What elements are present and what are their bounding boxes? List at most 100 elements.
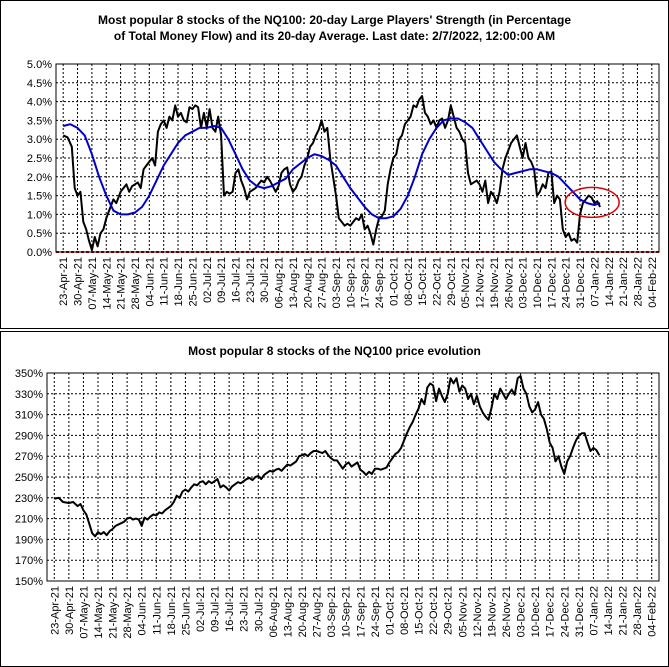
x-tick-label: 23-Jul-21 xyxy=(239,586,251,632)
x-tick-label: 25-Jun-21 xyxy=(187,257,199,307)
x-tick-label: 09-Jul-21 xyxy=(216,257,228,303)
x-tick-label: 05-Nov-21 xyxy=(460,257,472,308)
x-tick-label: 21-May-21 xyxy=(116,257,128,310)
y-tick-label: 2.0% xyxy=(27,172,52,184)
x-tick-label: 27-Aug-21 xyxy=(312,586,324,637)
x-tick-label: 22-Oct-21 xyxy=(428,586,440,635)
x-tick-label: 09-Jul-21 xyxy=(210,586,222,632)
y-tick-label: 4.0% xyxy=(27,97,52,109)
x-tick-label: 16-Jul-21 xyxy=(230,257,242,303)
x-tick-label: 16-Jul-21 xyxy=(224,586,236,632)
x-tick-label: 28-Jan-22 xyxy=(632,257,644,307)
x-tick-label: 11-Jun-21 xyxy=(151,586,163,635)
x-tick-label: 06-Aug-21 xyxy=(274,257,286,308)
plot-border xyxy=(46,372,660,582)
x-tick-label: 15-Oct-21 xyxy=(417,257,429,306)
x-tick-label: 05-Nov-21 xyxy=(457,586,469,637)
x-tick-label: 10-Dec-21 xyxy=(530,586,542,637)
x-tick-label: 17-Dec-21 xyxy=(546,257,558,308)
x-tick-label: 24-Dec-21 xyxy=(561,257,573,308)
y-tick-label: 350% xyxy=(15,368,43,380)
highlight-circle xyxy=(564,186,620,219)
x-tick-label: 01-Oct-21 xyxy=(388,257,400,306)
chart-panel-strength: Most popular 8 stocks of the NQ100: 20-d… xyxy=(0,0,669,329)
chart-title-line-2: of Total Money Flow) and its 20-day Aver… xyxy=(113,29,556,43)
x-tick-label: 28-May-21 xyxy=(122,586,134,639)
x-tick-label: 04-Jun-21 xyxy=(144,257,156,307)
x-tick-label: 01-Oct-21 xyxy=(384,586,396,635)
series-line-primary xyxy=(54,375,601,538)
y-tick-label: 170% xyxy=(15,555,43,567)
y-tick-label: 330% xyxy=(15,389,43,401)
y-tick-label: 1.5% xyxy=(27,191,52,203)
x-tick-label: 03-Dec-21 xyxy=(516,586,528,637)
x-tick-label: 07-May-21 xyxy=(78,586,90,639)
x-tick-label: 24-Sep-21 xyxy=(370,586,382,637)
x-tick-label: 12-Nov-21 xyxy=(472,586,484,637)
x-tick-label: 07-May-21 xyxy=(87,257,99,310)
x-tick-label: 23-Jul-21 xyxy=(245,257,257,303)
x-tick-label: 02-Jul-21 xyxy=(195,586,207,632)
y-tick-label: 230% xyxy=(15,493,43,505)
y-tick-label: 310% xyxy=(15,410,43,422)
x-tick-label: 31-Dec-21 xyxy=(575,257,587,308)
x-tick-label: 20-Aug-21 xyxy=(302,257,314,308)
x-tick-label: 02-Jul-21 xyxy=(202,257,214,303)
x-tick-label: 30-Jul-21 xyxy=(253,586,265,632)
chart-title-price: Most popular 8 stocks of the NQ100 price… xyxy=(188,344,481,358)
y-tick-label: 0.5% xyxy=(27,228,52,240)
y-tick-label: 3.0% xyxy=(27,134,52,146)
y-tick-label: 0.0% xyxy=(27,247,52,259)
y-tick-label: 210% xyxy=(15,514,43,526)
x-tick-label: 23-Apr-21 xyxy=(49,586,61,635)
y-tick-label: 190% xyxy=(15,534,43,546)
x-tick-label: 26-Nov-21 xyxy=(503,257,515,308)
x-tick-label: 14-May-21 xyxy=(101,257,113,310)
y-tick-label: 290% xyxy=(15,430,43,442)
x-tick-label: 06-Aug-21 xyxy=(268,586,280,637)
series-line-average xyxy=(62,117,601,220)
x-tick-label: 27-Aug-21 xyxy=(317,257,329,308)
x-tick-label: 10-Sep-21 xyxy=(341,586,353,637)
x-tick-label: 07-Jan-22 xyxy=(589,257,601,307)
x-tick-label: 26-Nov-21 xyxy=(501,586,513,637)
x-tick-label: 14-May-21 xyxy=(93,586,105,639)
x-tick-label: 03-Sep-21 xyxy=(326,586,338,637)
y-tick-label: 4.5% xyxy=(27,78,52,90)
x-tick-label: 29-Oct-21 xyxy=(443,586,455,635)
x-tick-label: 21-Jan-22 xyxy=(618,586,630,636)
y-tick-label: 2.5% xyxy=(27,153,52,165)
y-tick-label: 270% xyxy=(15,451,43,463)
x-tick-label: 08-Oct-21 xyxy=(399,586,411,635)
y-tick-label: 3.5% xyxy=(27,115,52,127)
y-tick-label: 250% xyxy=(15,472,43,484)
x-tick-label: 03-Dec-21 xyxy=(518,257,530,308)
x-tick-label: 11-Jun-21 xyxy=(159,257,171,306)
x-tick-label: 22-Oct-21 xyxy=(431,257,443,306)
x-tick-label: 13-Aug-21 xyxy=(282,586,294,637)
x-tick-label: 17-Sep-21 xyxy=(360,257,372,308)
x-tick-label: 28-May-21 xyxy=(130,257,142,310)
y-tick-label: 1.0% xyxy=(27,209,52,221)
x-tick-label: 15-Oct-21 xyxy=(414,586,426,635)
x-tick-label: 10-Sep-21 xyxy=(345,257,357,308)
x-tick-label: 31-Dec-21 xyxy=(574,586,586,637)
x-tick-label: 19-Nov-21 xyxy=(486,586,498,637)
x-tick-label: 25-Jun-21 xyxy=(180,586,192,636)
x-tick-label: 24-Dec-21 xyxy=(559,586,571,637)
x-tick-label: 08-Oct-21 xyxy=(403,257,415,306)
y-tick-label: 150% xyxy=(15,576,43,588)
chart-title-line-1: Most popular 8 stocks of the NQ100: 20-d… xyxy=(98,13,571,27)
x-tick-label: 04-Feb-22 xyxy=(647,257,659,308)
x-tick-label: 10-Dec-21 xyxy=(532,257,544,308)
x-tick-label: 28-Jan-22 xyxy=(632,586,644,636)
series-line-primary xyxy=(62,95,601,252)
strength-chart-svg: 0.0% 0.5% 1.0% 1.5% 2.0% 2.5% 3.0% 3.5% 4.0% 4.5%… xyxy=(27,59,660,310)
plot-border xyxy=(55,63,660,253)
x-tick-label: 19-Nov-21 xyxy=(489,257,501,308)
x-tick-label: 30-Jul-21 xyxy=(259,257,271,303)
x-tick-label: 24-Sep-21 xyxy=(374,257,386,308)
x-tick-label: 14-Jan-22 xyxy=(604,257,616,307)
x-tick-label: 17-Dec-21 xyxy=(545,586,557,637)
x-tick-label: 04-Feb-22 xyxy=(647,586,659,637)
